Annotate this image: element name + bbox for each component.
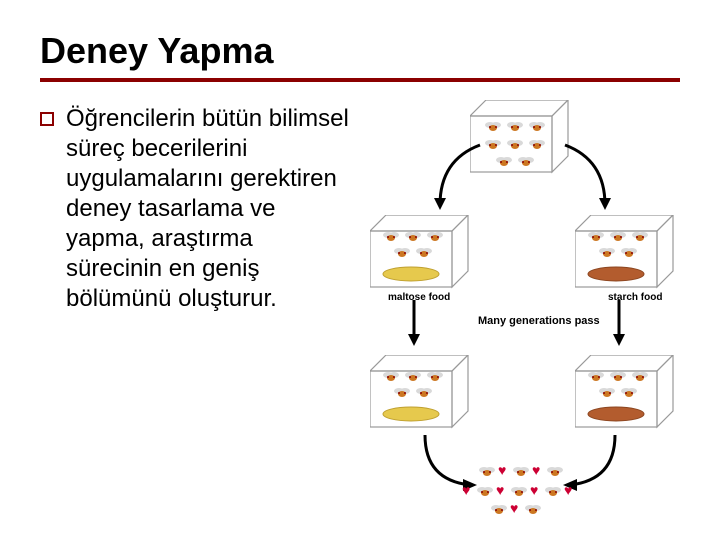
fly-icon [495,155,513,174]
maltose-dish-icon [380,405,442,428]
fly-icon [598,386,616,405]
maltose-dish-icon [380,265,442,288]
heart-icon: ♥ [496,482,504,498]
arrow-icon [415,430,485,500]
slide: Deney Yapma Öğrencilerin bütün bilimsel … [0,0,720,540]
bullet-marker-icon [40,112,54,126]
fly-icon [476,485,494,504]
diagram: maltose food starch food Many generation… [360,100,680,520]
fly-icon [517,155,535,174]
bullet-text: Öğrencilerin bütün bilimsel süreç beceri… [66,104,350,314]
fly-icon [620,246,638,265]
fly-icon [490,503,508,522]
arrow-icon [609,300,629,350]
content-row: Öğrencilerin bütün bilimsel süreç beceri… [40,100,680,520]
fly-icon [512,465,530,484]
fly-icon [393,386,411,405]
fly-icon [546,465,564,484]
heart-icon: ♥ [564,482,572,498]
fly-icon [620,386,638,405]
fly-icon [415,386,433,405]
fly-icon [598,246,616,265]
bullet-item: Öğrencilerin bütün bilimsel süreç beceri… [40,104,350,314]
text-column: Öğrencilerin bütün bilimsel süreç beceri… [40,100,350,520]
title-underline [40,78,680,82]
fly-icon [415,246,433,265]
fly-icon [484,120,502,139]
heart-icon: ♥ [462,482,470,498]
fly-icon [544,485,562,504]
heart-icon: ♥ [510,500,518,516]
fly-icon [528,120,546,139]
starch-dish-icon [585,405,647,428]
fly-icon [478,465,496,484]
heart-icon: ♥ [532,462,540,478]
arrow-icon [430,140,490,220]
slide-title: Deney Yapma [40,30,680,72]
arrow-icon [404,300,424,350]
fly-icon [393,246,411,265]
heart-icon: ♥ [498,462,506,478]
starch-dish-icon [585,265,647,288]
fly-icon [506,120,524,139]
fly-icon [524,503,542,522]
generations-label: Many generations pass [478,315,600,327]
heart-icon: ♥ [530,482,538,498]
arrow-icon [555,140,615,220]
